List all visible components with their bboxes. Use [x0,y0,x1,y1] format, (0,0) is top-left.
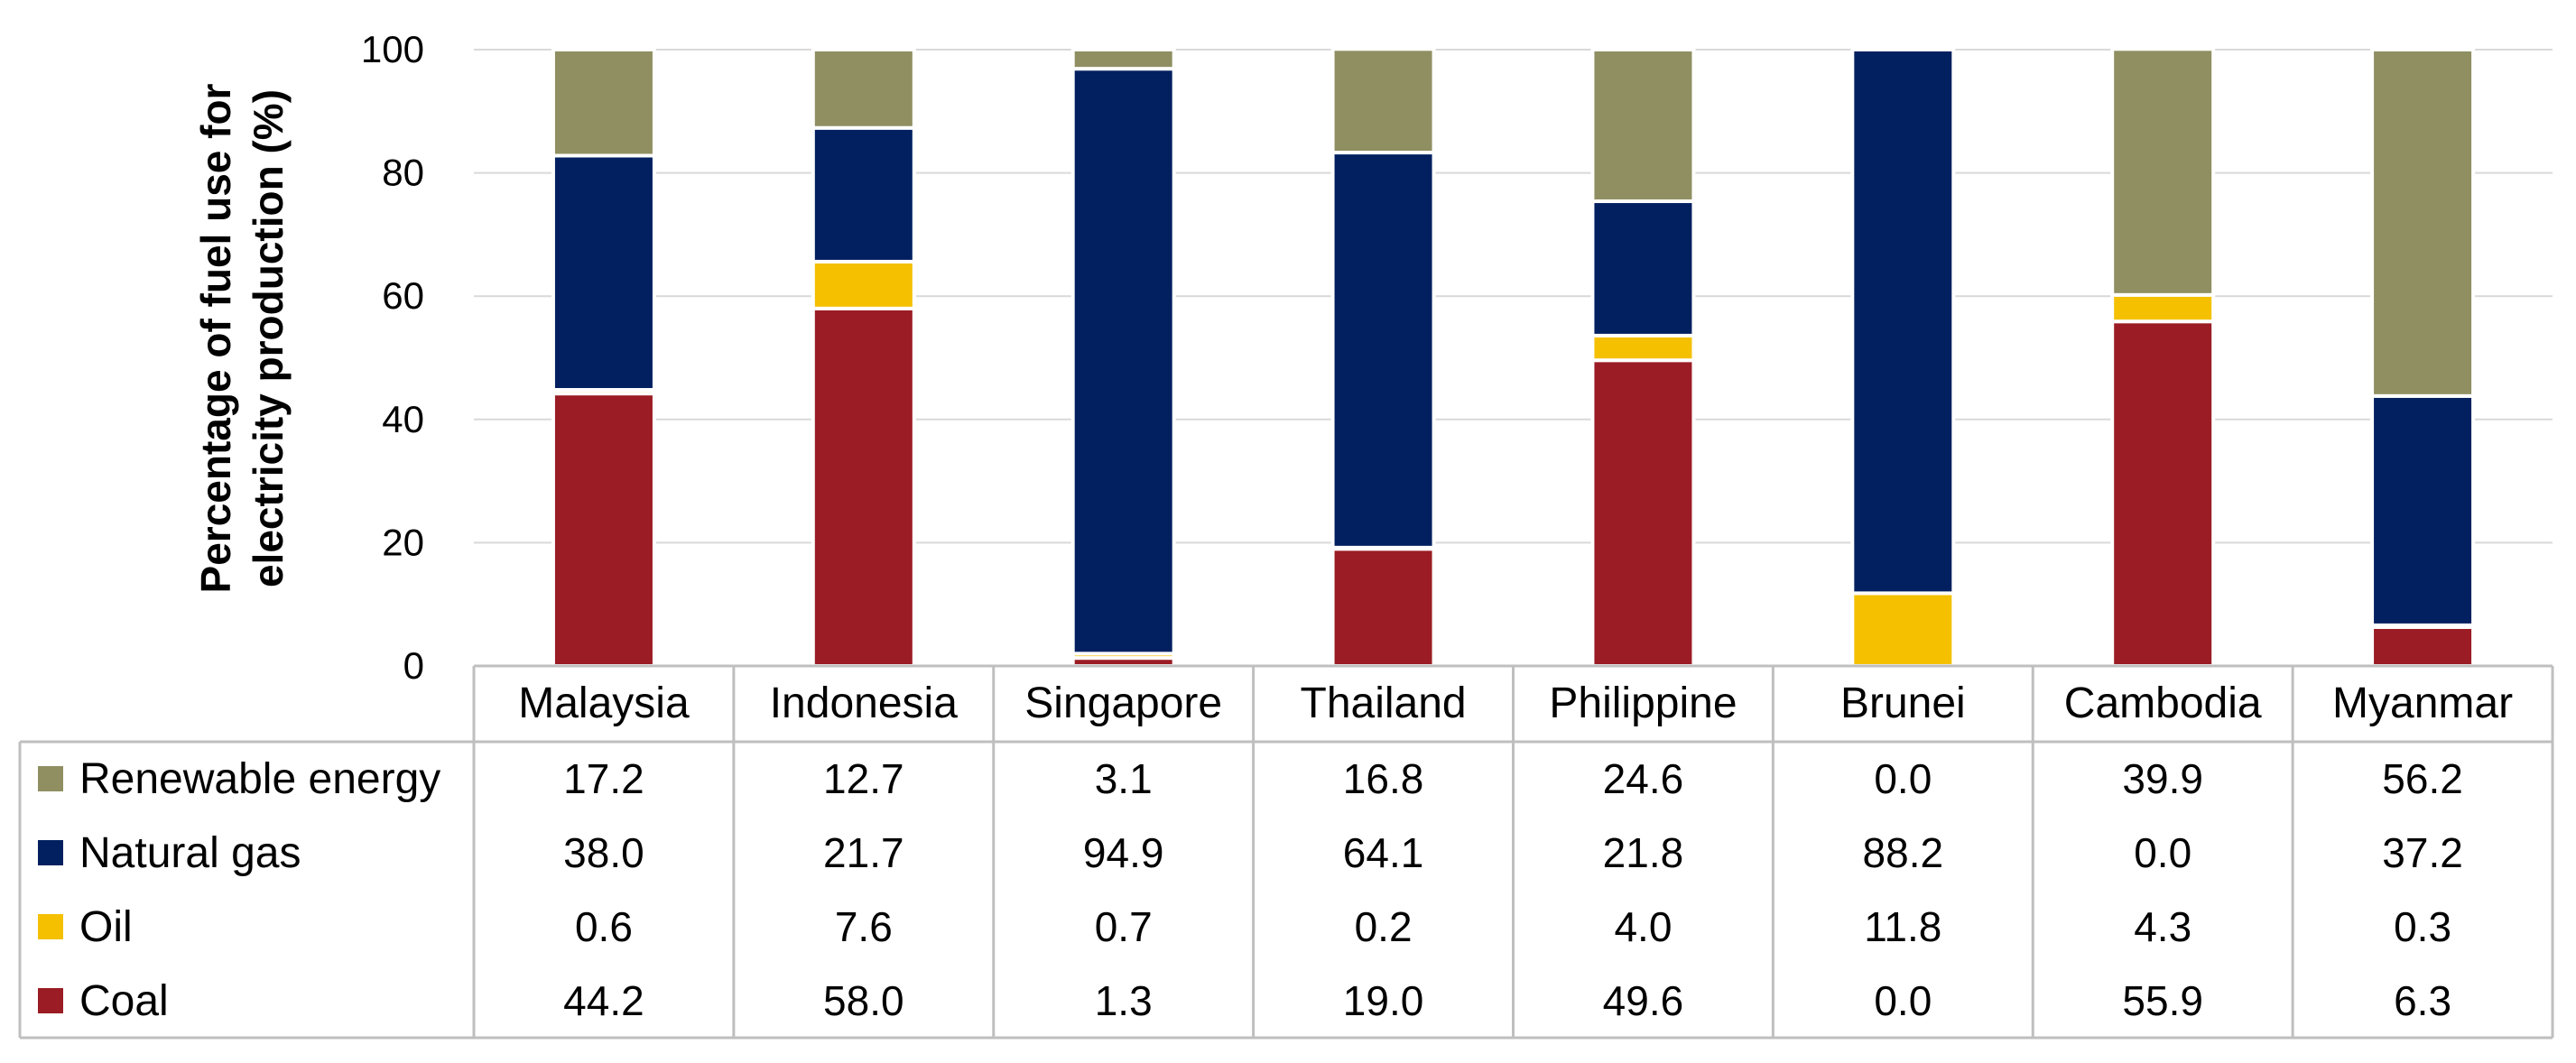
table-cell-value: 56.2 [2382,755,2463,802]
bar-oil [1850,591,1956,669]
table-cell-value: 12.7 [823,755,904,802]
bar-coal [551,392,656,668]
bar-renewable-energy [551,48,656,158]
bar-oil [811,259,916,310]
table-cell-value: 21.7 [823,829,904,876]
legend-swatch-renewable-energy [38,766,63,791]
legend-swatch-natural-gas [38,840,63,865]
table-cell-value: 17.2 [563,755,644,802]
table-cell-value: 24.6 [1603,755,1684,802]
legend-label-natural-gas: Natural gas [79,829,301,877]
y-tick-label: 40 [382,398,424,440]
bar-coal [2110,319,2216,668]
table-cell-value: 16.8 [1343,755,1424,802]
table-cell-value: 55.9 [2122,977,2203,1024]
table-cell-value: 4.0 [1614,903,1672,950]
table-cell-value: 1.3 [1095,977,1153,1024]
bar-coal [1590,358,1696,668]
table-cell-value: 0.2 [1355,903,1413,950]
table-cell-value: 7.6 [835,903,893,950]
y-axis-label-line: electricity production (%) [245,89,292,587]
bar-natural-gas [551,153,656,393]
table-cell-value: 0.3 [2394,903,2451,950]
category-label: Malaysia [518,679,690,727]
table-cell-value: 64.1 [1343,829,1424,876]
bar-coal [2370,624,2476,669]
bar-renewable-energy [2110,47,2216,297]
bar-natural-gas [1850,48,1956,596]
table-cell-value: 88.2 [1863,829,1944,876]
category-label: Brunei [1840,679,1966,727]
y-tick-label: 80 [382,152,424,194]
table-cell-value: 0.0 [2134,829,2191,876]
table-cell-value: 6.3 [2394,977,2451,1024]
legend-swatch-oil [38,914,63,939]
gridlines [474,49,2553,544]
table-cell-value: 0.0 [1874,977,1932,1024]
table-cell-value: 38.0 [563,829,644,876]
table-cell-value: 11.8 [1864,903,1941,950]
table-cell-value: 0.6 [575,903,633,950]
bar-renewable-energy [1590,48,1696,204]
y-tick-label: 60 [382,274,424,317]
table-cell-value: 37.2 [2382,829,2463,876]
table-cell-value: 39.9 [2122,755,2203,802]
y-axis-label: Percentage of fuel use for electricity pr… [192,83,292,593]
y-axis-label-line: Percentage of fuel use for [192,83,239,593]
category-label: Indonesia [770,679,958,727]
category-label: Philippine [1549,679,1737,727]
bar-coal [1330,547,1436,668]
category-label: Thailand [1301,679,1467,727]
table-cell-value: 19.0 [1343,977,1424,1024]
bar-coal [811,306,916,668]
table-cell-value: 44.2 [563,977,644,1024]
y-tick-label: 100 [361,28,424,70]
legend-label-renewable-energy: Renewable energy [79,755,440,803]
table-cell-value: 0.7 [1095,903,1153,950]
table-cell-value: 49.6 [1603,977,1684,1024]
y-tick-label: 20 [382,521,424,563]
bars [551,47,2476,669]
bar-oil [2110,292,2216,324]
data-table: Malaysia Indonesia Singapore Thailand Philip… [18,664,2554,1040]
legend-label-oil: Oil [79,903,133,951]
bar-renewable-energy [811,48,916,130]
table-cell-value: 21.8 [1603,829,1684,876]
legend-swatch-coal [38,988,63,1013]
bar-renewable-energy [1070,48,1176,71]
table-cell-value: 3.1 [1095,755,1153,802]
bar-natural-gas [1070,67,1176,656]
bar-natural-gas [811,125,916,263]
bar-natural-gas [1330,151,1436,550]
table-cell-value: 4.3 [2134,903,2191,950]
y-tick-label: 0 [403,644,424,687]
table-cell-value: 0.0 [1874,755,1932,802]
legend-label-coal: Coal [79,977,169,1025]
category-label: Singapore [1024,679,1222,727]
bar-renewable-energy [2370,48,2476,398]
y-axis-ticks: 0 20 40 60 80 100 [361,28,424,687]
bar-natural-gas [2370,393,2476,627]
category-label: Myanmar [2332,679,2513,727]
bar-renewable-energy [1330,47,1436,155]
table-cell-value: 94.9 [1083,829,1164,876]
bar-natural-gas [1590,199,1696,337]
bar-oil [1590,333,1696,363]
table-cell-value: 58.0 [823,977,904,1024]
category-label: Cambodia [2064,679,2262,727]
